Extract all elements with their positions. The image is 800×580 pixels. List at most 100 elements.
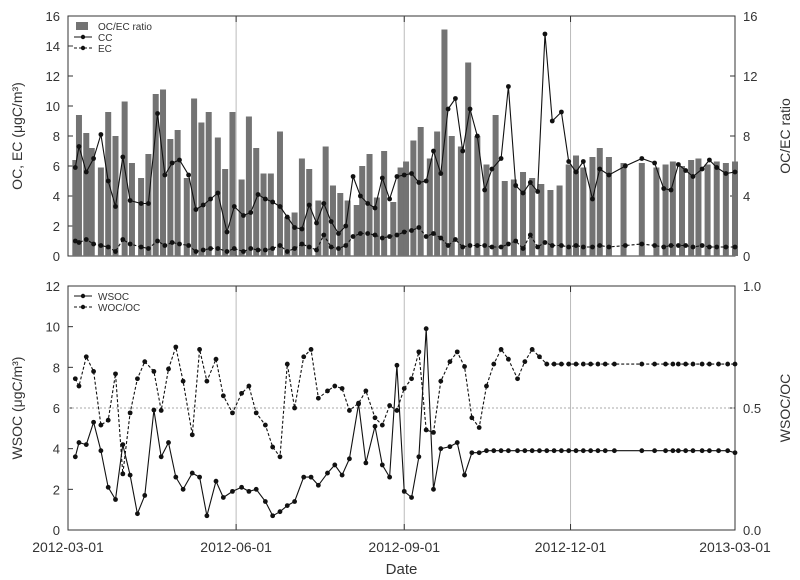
data-point (180, 486, 186, 492)
bar (229, 112, 236, 256)
data-point (220, 495, 226, 500)
data-point (725, 448, 731, 454)
data-point (588, 361, 594, 367)
data-point (315, 395, 321, 401)
data-point (498, 347, 504, 352)
data-point (401, 229, 407, 235)
data-point (372, 415, 378, 421)
bar (589, 157, 596, 256)
data-point (454, 349, 460, 355)
data-point (431, 430, 436, 435)
data-point (186, 172, 192, 178)
data-point (431, 486, 436, 492)
data-point (72, 454, 78, 460)
bar (306, 169, 313, 256)
data-point (522, 448, 528, 454)
data-point (83, 442, 89, 447)
data-point (379, 462, 385, 468)
data-point (558, 243, 564, 248)
data-point (350, 234, 356, 239)
data-point (76, 383, 82, 389)
bar (174, 130, 181, 256)
bar (72, 160, 79, 256)
data-point (72, 376, 78, 382)
data-point (113, 249, 118, 254)
data-point (447, 444, 453, 450)
data-point (474, 243, 480, 248)
bar (260, 173, 267, 256)
data-point (284, 249, 290, 254)
data-point (580, 244, 586, 250)
bar (704, 164, 711, 256)
data-point (146, 246, 151, 251)
data-point (513, 183, 519, 188)
data-point (498, 156, 504, 161)
data-point (365, 231, 371, 236)
bar (662, 164, 669, 256)
data-point (105, 178, 111, 184)
data-point (675, 162, 681, 167)
y-right-tick-label: 0.5 (743, 401, 761, 416)
data-point (416, 349, 422, 355)
data-point (270, 199, 276, 205)
data-point (683, 448, 689, 454)
data-point (558, 448, 564, 454)
data-point (231, 246, 237, 251)
data-point (239, 390, 245, 396)
data-point (537, 448, 542, 454)
data-point (208, 196, 213, 202)
data-point (372, 205, 378, 211)
data-point (151, 369, 157, 374)
data-point (142, 359, 148, 365)
data-point (683, 168, 689, 173)
data-point (595, 448, 601, 454)
bar (152, 94, 159, 256)
data-point (506, 241, 511, 247)
y-left-axis-label: WSOC (μgC/m³) (9, 357, 25, 460)
data-point (423, 234, 429, 239)
data-point (127, 472, 133, 478)
data-point (328, 219, 334, 224)
data-point (699, 448, 705, 454)
data-point (76, 240, 82, 245)
data-point (173, 344, 179, 350)
data-point (597, 166, 603, 172)
data-point (639, 156, 645, 161)
data-point (675, 361, 681, 367)
data-point (347, 408, 352, 413)
data-point (467, 243, 473, 248)
data-point (325, 388, 330, 394)
data-point (622, 163, 628, 169)
data-point (105, 484, 111, 490)
data-point (308, 347, 314, 352)
data-point (306, 202, 312, 208)
bar (381, 151, 388, 256)
y-left-axis-label: OC, EC (μgC/m³) (9, 82, 25, 190)
data-point (379, 175, 385, 181)
bar (267, 173, 274, 256)
data-point (491, 448, 497, 454)
data-point (515, 376, 520, 382)
data-point (299, 241, 305, 247)
data-point (262, 196, 268, 202)
bar (713, 161, 720, 256)
data-point (663, 361, 668, 367)
legend-swatch-bar (76, 22, 88, 30)
bar (483, 164, 490, 256)
bar (605, 157, 612, 256)
data-point (239, 484, 245, 490)
data-point (270, 246, 276, 251)
bar (353, 205, 360, 256)
data-point (506, 84, 511, 89)
data-point (339, 472, 345, 478)
data-point (98, 448, 104, 454)
bar (403, 161, 410, 256)
y-right-tick-label: 4 (743, 189, 750, 204)
data-point (527, 232, 533, 238)
x-tick-label: 2012-06-01 (200, 539, 272, 555)
data-point (489, 244, 495, 250)
bar (620, 163, 627, 256)
bar (359, 166, 366, 256)
data-point (135, 376, 140, 382)
data-point (639, 361, 645, 367)
